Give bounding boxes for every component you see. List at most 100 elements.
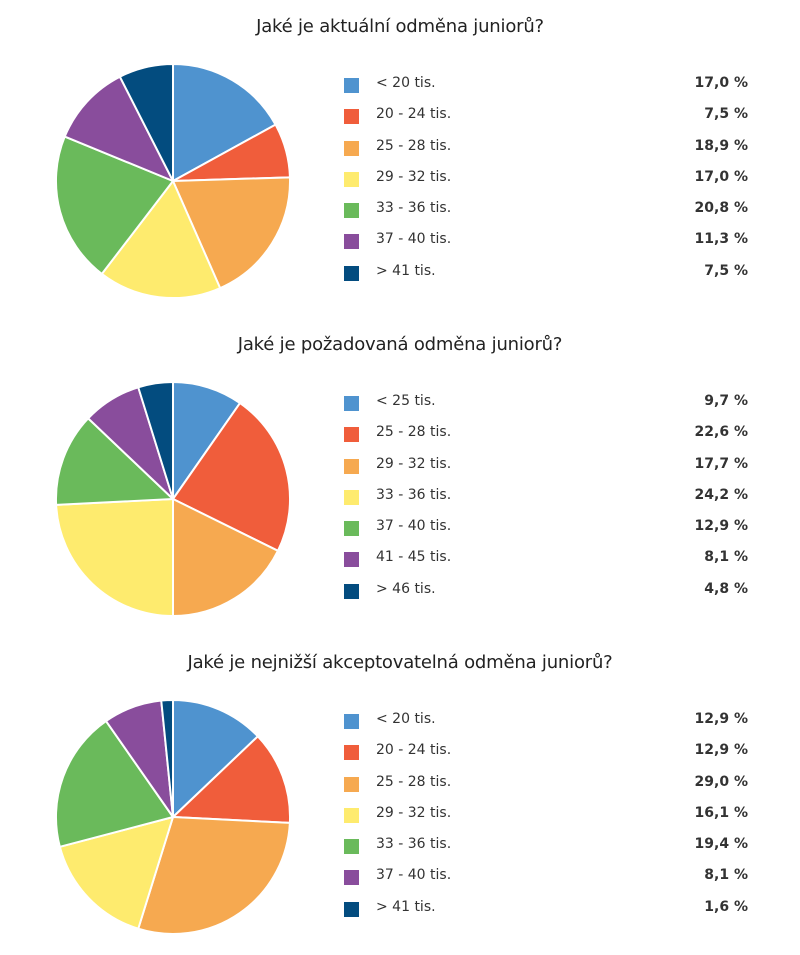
legend-label: 37 - 40 tis.	[376, 867, 452, 884]
pie-slice	[55, 720, 174, 848]
legend-item: < 20 tis. 17,0 %	[344, 72, 748, 103]
chart-minimum-acceptable-salary: Jaké je nejnižší akceptovatelná odměna j…	[0, 636, 800, 954]
legend-swatch	[344, 901, 359, 917]
legend-swatch	[344, 839, 359, 855]
legend-value: 12,9 %	[694, 742, 748, 759]
legend-value: 8,1 %	[704, 867, 748, 884]
legend-label: 37 - 40 tis.	[376, 231, 452, 248]
legend-value: 29,0 %	[694, 773, 748, 790]
legend-value: 17,0 %	[694, 75, 748, 91]
legend: < 20 tis. 12,9 % 20 - 24 tis. 12,9 % 25 - 28…	[344, 708, 748, 927]
legend-item: 25 - 28 tis. 22,6 %	[344, 421, 748, 452]
legend-swatch	[344, 234, 359, 250]
pie-slice	[55, 417, 174, 506]
legend-label: 20 - 24 tis.	[376, 742, 452, 759]
legend-swatch	[344, 109, 359, 125]
legend-label: 29 - 32 tis.	[376, 455, 452, 472]
legend-item: 25 - 28 tis. 18,9 %	[344, 135, 748, 166]
pie-slice	[172, 402, 292, 552]
legend-label: 29 - 32 tis.	[376, 168, 452, 185]
legend-item: 29 - 32 tis. 17,7 %	[344, 453, 748, 484]
legend-label: < 20 tis.	[376, 711, 436, 727]
legend-item: > 41 tis. 1,6 %	[344, 896, 748, 927]
pie-chart	[54, 62, 291, 299]
legend-item: 41 - 45 tis. 8,1 %	[344, 546, 748, 577]
pie-slice	[137, 816, 291, 936]
legend-label: 25 - 28 tis.	[376, 424, 452, 441]
pie-slice	[63, 75, 174, 182]
legend-label: 37 - 40 tis.	[376, 518, 452, 535]
legend-swatch	[344, 521, 359, 537]
legend-swatch	[344, 171, 359, 187]
legend-label: 33 - 36 tis.	[376, 486, 452, 503]
legend-swatch	[344, 458, 359, 474]
legend-swatch	[344, 552, 359, 568]
legend-item: > 46 tis. 4,8 %	[344, 578, 748, 609]
chart-current-salary: Jaké je aktuální odměna juniorů? < 20 ti…	[0, 0, 800, 318]
legend-value: 9,7 %	[704, 393, 748, 409]
legend-value: 22,6 %	[694, 424, 748, 441]
legend-swatch	[344, 776, 359, 792]
legend-value: 16,1 %	[694, 804, 748, 821]
legend-item: 37 - 40 tis. 12,9 %	[344, 515, 748, 546]
legend-value: 24,2 %	[694, 486, 748, 503]
legend-value: 11,3 %	[694, 231, 748, 248]
legend: < 25 tis. 9,7 % 25 - 28 tis. 22,6 % 29 - 32 …	[344, 390, 748, 609]
pie-slice	[172, 698, 259, 818]
legend-swatch	[344, 870, 359, 886]
pie-slice	[100, 180, 222, 299]
legend-swatch	[344, 140, 359, 156]
legend-item: 29 - 32 tis. 17,0 %	[344, 166, 748, 197]
legend-value: 1,6 %	[704, 898, 748, 915]
legend-label: 25 - 28 tis.	[376, 773, 452, 790]
legend-item: 33 - 36 tis. 20,8 %	[344, 197, 748, 228]
legend-swatch	[344, 396, 359, 411]
legend-item: 20 - 24 tis. 12,9 %	[344, 739, 748, 770]
legend-value: 12,9 %	[694, 711, 748, 727]
legend-value: 18,9 %	[694, 137, 748, 154]
legend-label: 33 - 36 tis.	[376, 836, 452, 853]
chart-title: Jaké je požadovaná odměna juniorů?	[237, 334, 563, 355]
pie-slice	[172, 735, 291, 824]
legend-item: < 25 tis. 9,7 %	[344, 390, 748, 421]
chart-title: Jaké je aktuální odměna juniorů?	[256, 16, 544, 37]
legend-label: 20 - 24 tis.	[376, 106, 452, 123]
legend-label: 33 - 36 tis.	[376, 200, 452, 217]
legend-label: > 41 tis.	[376, 262, 436, 279]
legend-item: 37 - 40 tis. 8,1 %	[344, 864, 748, 895]
legend-swatch	[344, 583, 359, 599]
legend-value: 7,5 %	[704, 106, 748, 123]
pie-slice	[58, 816, 174, 930]
pie-slice	[160, 698, 174, 818]
legend-value: 19,4 %	[694, 836, 748, 853]
pie-slice	[118, 62, 174, 182]
pie-slice	[55, 498, 174, 618]
legend-item: < 20 tis. 12,9 %	[344, 708, 748, 739]
legend-swatch	[344, 203, 359, 219]
pie-slice	[172, 176, 291, 290]
pie-slice	[172, 498, 279, 618]
legend-swatch	[344, 427, 359, 443]
legend-label: > 41 tis.	[376, 898, 436, 915]
legend-value: 7,5 %	[704, 262, 748, 279]
legend-swatch	[344, 714, 359, 729]
legend-label: < 25 tis.	[376, 393, 436, 409]
legend-item: 33 - 36 tis. 24,2 %	[344, 484, 748, 515]
pie-slice	[137, 380, 174, 500]
legend-label: > 46 tis.	[376, 580, 436, 597]
legend-item: 25 - 28 tis. 29,0 %	[344, 771, 748, 802]
legend-swatch	[344, 265, 359, 281]
legend-value: 8,1 %	[704, 549, 748, 566]
legend-label: < 20 tis.	[376, 75, 436, 91]
legend-value: 17,0 %	[694, 168, 748, 185]
legend-value: 20,8 %	[694, 200, 748, 217]
legend-item: > 41 tis. 7,5 %	[344, 260, 748, 291]
legend-value: 12,9 %	[694, 518, 748, 535]
chart-title: Jaké je nejnižší akceptovatelná odměna j…	[187, 652, 613, 673]
legend-swatch	[344, 489, 359, 505]
legend-item: 33 - 36 tis. 19,4 %	[344, 833, 748, 864]
pie-slice	[172, 62, 277, 182]
pie-chart	[55, 698, 291, 936]
legend-label: 29 - 32 tis.	[376, 804, 452, 821]
legend-label: 41 - 45 tis.	[376, 549, 452, 566]
